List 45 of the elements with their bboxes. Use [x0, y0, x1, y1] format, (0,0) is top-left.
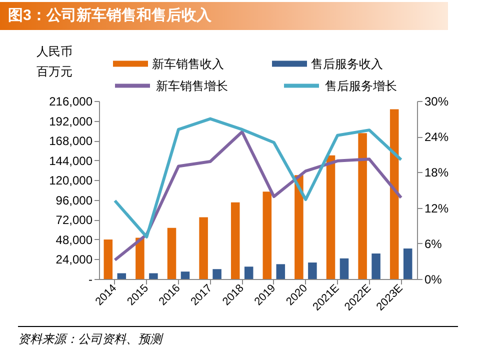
- legend-label: 售后服务收入: [311, 56, 383, 71]
- y-tick-label: 96,000: [56, 193, 93, 208]
- bar: [244, 266, 254, 279]
- bar: [262, 192, 272, 279]
- bar: [117, 273, 126, 279]
- bar: [403, 248, 412, 279]
- y-tick-label: 120,000: [49, 174, 93, 188]
- y-tick-label: 144,000: [49, 154, 93, 168]
- legend-label: 售后服务增长: [325, 78, 397, 93]
- bar: [308, 262, 317, 279]
- y-tick-label: 192,000: [49, 114, 93, 128]
- bar: [167, 228, 176, 279]
- bar: [199, 217, 208, 279]
- y-tick-label: 168,000: [49, 134, 93, 148]
- legend-label: 新车销售收入: [152, 56, 224, 71]
- bar: [149, 273, 158, 279]
- y-tick-label: 216,000: [49, 94, 93, 108]
- text: 资料来源：公司资料、预测: [18, 326, 458, 348]
- y2-tick-label: 6%: [424, 236, 442, 251]
- y-tick-label: 48,000: [56, 232, 93, 247]
- y2-tick-label: 30%: [424, 94, 449, 108]
- y2-tick-label: 12%: [424, 201, 449, 216]
- chart-title: 图3：公司新车销售和售后收入: [0, 2, 448, 30]
- y2-tick-label: 0%: [424, 272, 442, 286]
- y2-tick-label: 24%: [424, 130, 449, 144]
- bar: [340, 258, 349, 279]
- bar: [326, 155, 336, 279]
- bar: [212, 269, 222, 279]
- y-tick-label: 72,000: [56, 213, 93, 228]
- line-series: [113, 117, 403, 238]
- y2-tick-label: 18%: [424, 166, 449, 180]
- bar: [358, 133, 367, 279]
- y-tick-label: -: [88, 272, 92, 286]
- line-series: [113, 130, 403, 262]
- legend-label: 新车销售增长: [156, 78, 228, 93]
- bar: [230, 202, 240, 279]
- bar: [136, 238, 144, 279]
- bar: [104, 239, 113, 279]
- y-axis-title: 人民币百万元: [36, 44, 72, 78]
- bar: [372, 253, 380, 279]
- bar: [180, 272, 190, 279]
- y-tick-label: 24,000: [56, 252, 93, 267]
- bar: [294, 175, 304, 279]
- bar: [276, 264, 286, 279]
- bar: [390, 109, 399, 279]
